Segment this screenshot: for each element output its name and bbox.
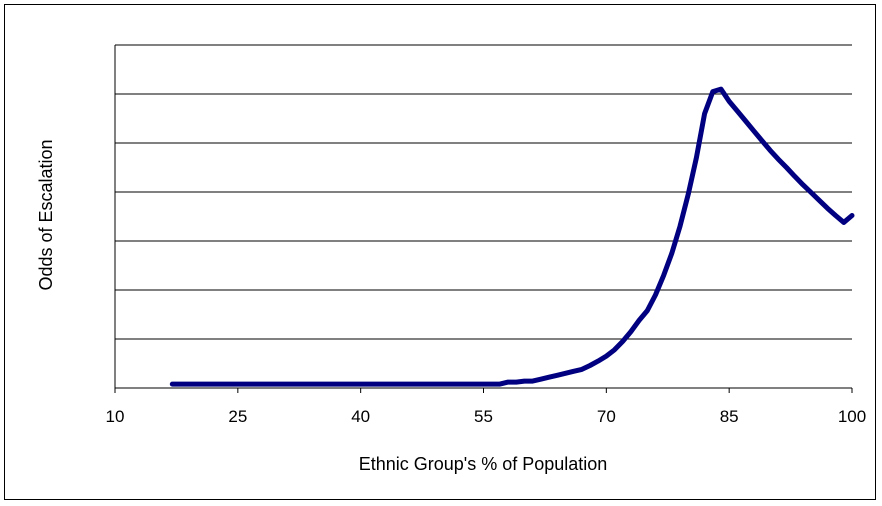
y-axis-title: Odds of Escalation (36, 139, 56, 290)
chart-frame (4, 4, 876, 500)
x-axis-title: Ethnic Group's % of Population (359, 454, 608, 474)
gridlines (115, 44, 852, 340)
axes (114, 45, 853, 393)
series-layer (169, 86, 855, 387)
x-tick-label-10: 10 (106, 407, 125, 426)
x-tick-label-85: 85 (720, 407, 739, 426)
x-tick-label-25: 25 (228, 407, 247, 426)
x-tick-label-40: 40 (351, 407, 370, 426)
x-tick-label-100: 100 (838, 407, 866, 426)
x-tick-labels: 10 25 40 55 70 85 100 (106, 407, 867, 426)
x-tick-label-70: 70 (597, 407, 616, 426)
x-tick-label-55: 55 (474, 407, 493, 426)
series-line-0 (169, 86, 855, 387)
